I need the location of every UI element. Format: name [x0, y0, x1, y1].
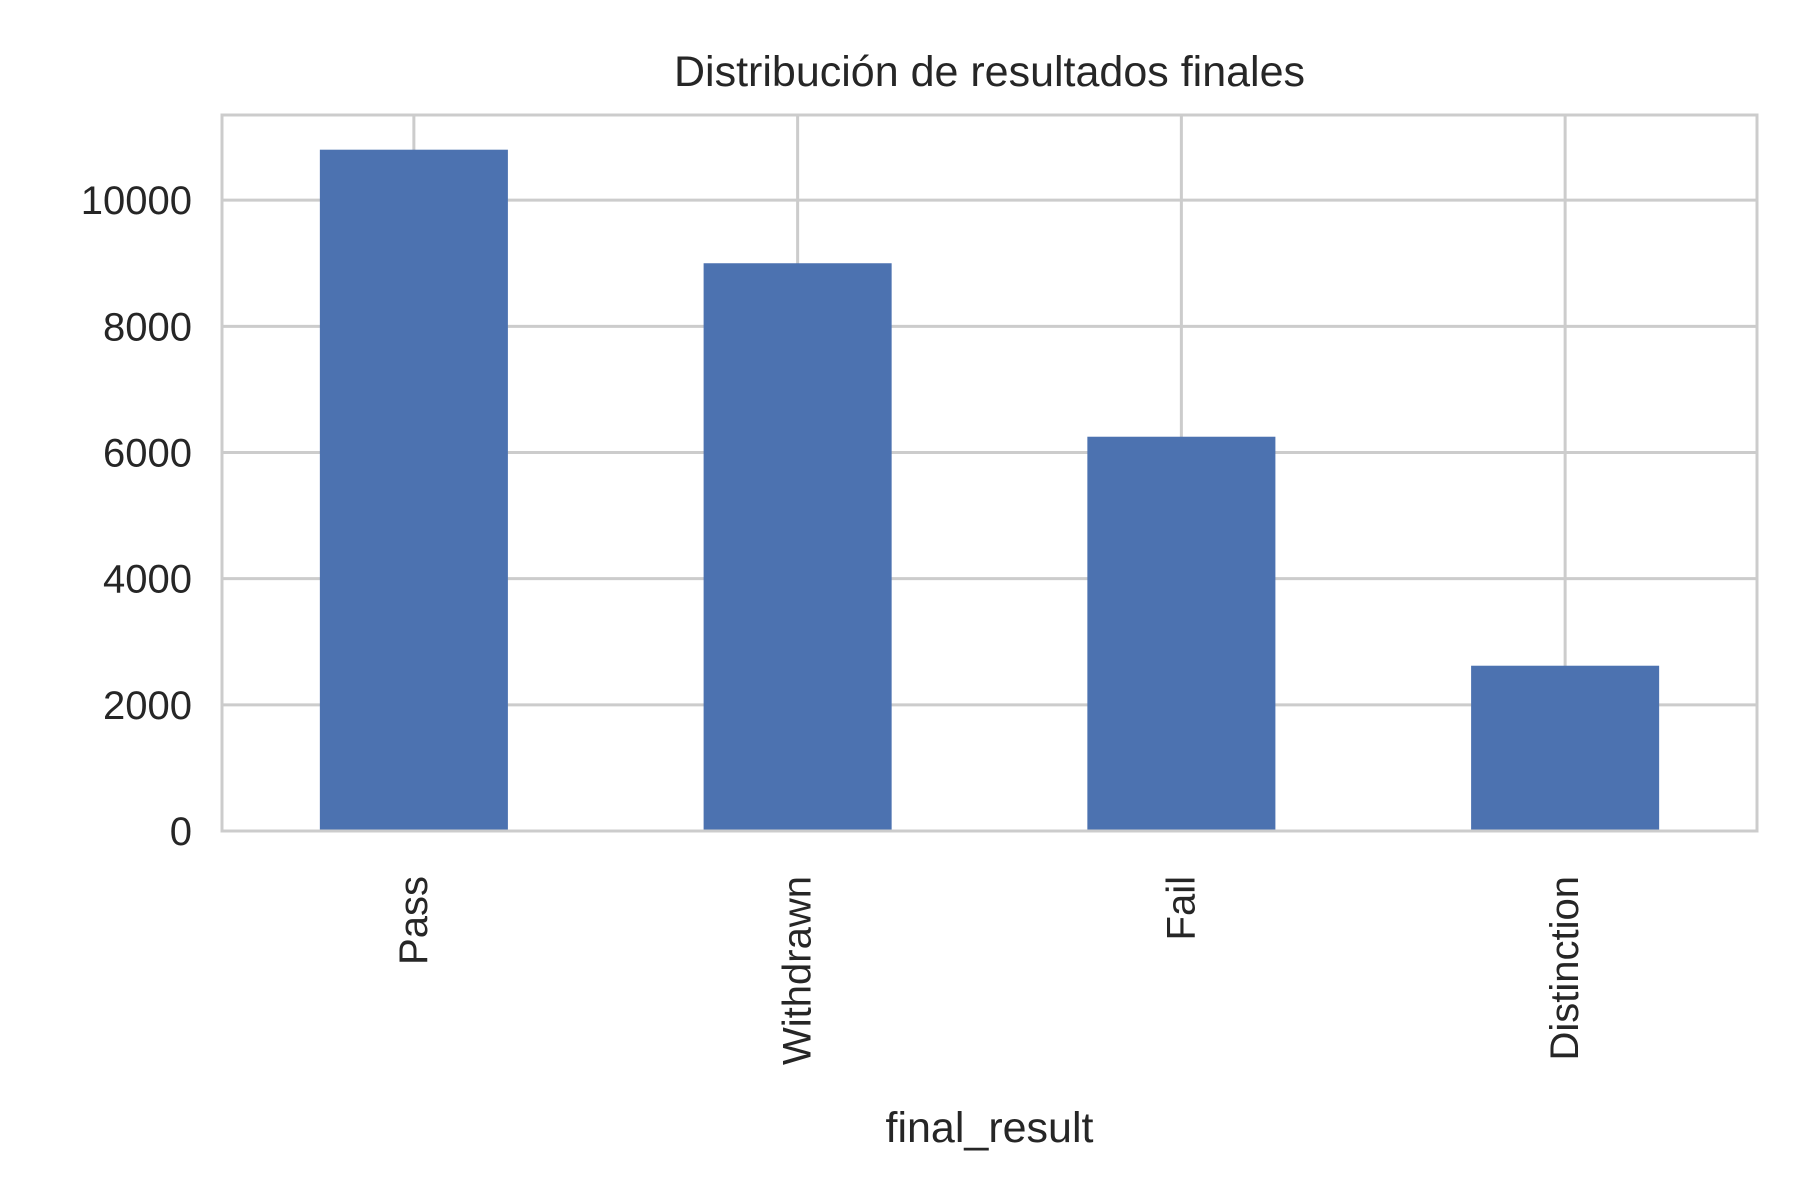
- x-tick-label: Fail: [1159, 876, 1203, 940]
- bar-pass: [319, 149, 508, 831]
- x-tick-label: Distinction: [1543, 876, 1587, 1061]
- y-tick-labels: 0 2000 4000 6000 8000 10000: [81, 179, 192, 854]
- x-tick-label: Withdrawn: [776, 876, 820, 1065]
- y-tick-label: 4000: [103, 558, 192, 602]
- bar-withdrawn: [703, 263, 892, 831]
- chart-title: Distribución de resultados finales: [674, 48, 1305, 96]
- y-tick-label: 10000: [81, 179, 192, 223]
- x-axis-label: final_result: [886, 1104, 1094, 1152]
- x-tick-labels: Pass Withdrawn Fail Distinction: [392, 876, 1587, 1065]
- bars: [319, 149, 1660, 831]
- y-tick-label: 2000: [103, 684, 192, 728]
- bar-fail: [1087, 436, 1276, 831]
- x-tick-label: Pass: [392, 876, 436, 965]
- y-tick-label: 0: [170, 810, 192, 854]
- bar-distinction: [1471, 665, 1660, 831]
- plot-frame: [220, 113, 1759, 833]
- y-tick-label: 6000: [103, 431, 192, 475]
- y-tick-label: 8000: [103, 305, 192, 349]
